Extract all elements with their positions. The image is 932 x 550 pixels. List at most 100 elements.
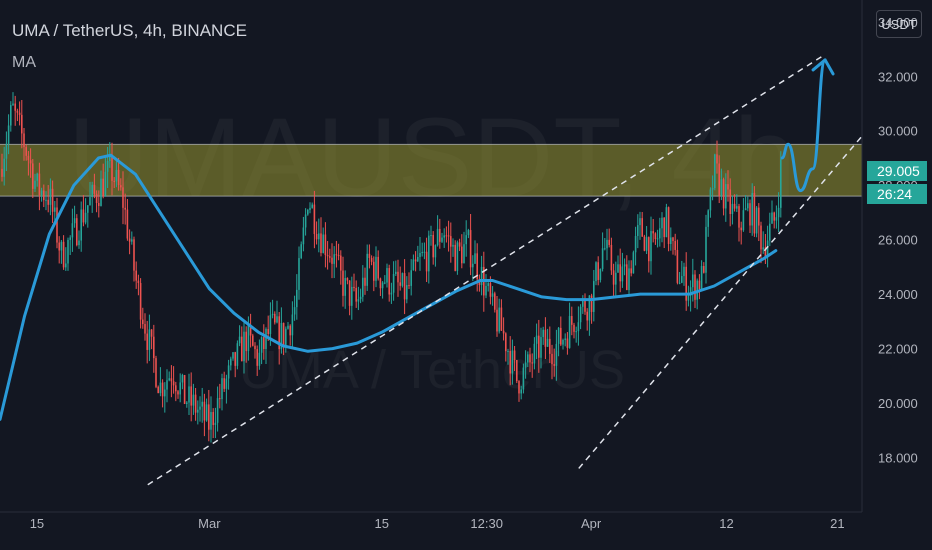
candle-body [430, 235, 432, 237]
candle-body [643, 236, 646, 251]
candle [87, 205, 89, 228]
candle-body [575, 331, 577, 333]
candle [172, 366, 175, 394]
candle-body [551, 353, 553, 365]
candle [494, 291, 496, 313]
candle [511, 339, 514, 385]
candle [353, 273, 355, 292]
candle-body [278, 316, 280, 350]
candle-body [414, 259, 417, 262]
indicator-legend-ma[interactable]: MA [12, 54, 36, 71]
candle-body [95, 193, 98, 203]
candle [122, 171, 124, 225]
candle-body [758, 207, 760, 226]
candle-body [25, 147, 27, 156]
candle [546, 328, 549, 347]
candle-body [45, 199, 47, 201]
candle [164, 382, 166, 413]
candle [676, 239, 679, 285]
candle-body [1, 168, 3, 177]
candle [62, 235, 65, 270]
candle-body [89, 197, 91, 206]
candle-body [199, 406, 201, 410]
time-axis-background [0, 512, 932, 550]
candle-body [373, 261, 375, 281]
candle [150, 329, 153, 350]
symbol-title[interactable]: UMA / TetherUS, 4h, BINANCE [12, 21, 247, 40]
candle [527, 351, 529, 368]
candle-body [654, 233, 657, 240]
candle [313, 190, 316, 249]
candle [461, 234, 463, 269]
candle [652, 219, 654, 243]
candle [95, 190, 98, 213]
candle [562, 338, 564, 350]
currency-button[interactable]: USDT [876, 10, 922, 38]
candle-body [595, 262, 597, 282]
candle [384, 275, 386, 285]
candle-body [256, 349, 258, 366]
candle-body [386, 268, 388, 283]
candle-body [320, 233, 322, 253]
candle-body [443, 235, 445, 238]
candle-body [234, 352, 236, 366]
price-axis-background [862, 0, 932, 550]
candle-body [269, 315, 272, 334]
candle [366, 244, 368, 291]
candle [463, 231, 465, 264]
candle-body [40, 190, 43, 196]
candle [157, 385, 159, 394]
candle [458, 238, 461, 252]
candle-body [659, 228, 661, 239]
candle [69, 235, 71, 256]
candle [300, 241, 302, 260]
candle [780, 151, 782, 218]
candle [617, 255, 619, 273]
candle [221, 373, 223, 411]
candle-body [29, 160, 32, 164]
time-axis[interactable]: 15 Mar 15 12:30 Apr 12 21 [0, 511, 932, 550]
candle [93, 173, 96, 199]
candle-body [309, 207, 311, 210]
candle [751, 183, 753, 236]
candle-body [612, 270, 615, 285]
candle-body [615, 272, 617, 285]
candle-body [637, 225, 639, 236]
candle-body [553, 364, 555, 366]
candle [100, 170, 102, 207]
candle-body [98, 202, 100, 206]
candle-body [3, 158, 5, 177]
candle [566, 332, 569, 355]
candle [298, 246, 300, 300]
projection-arrowhead [811, 58, 835, 76]
candle [769, 212, 771, 247]
candle-body [509, 350, 511, 374]
candle-body [221, 378, 223, 400]
candle-body [540, 337, 542, 358]
candle-body [18, 112, 21, 115]
candle-body [652, 231, 654, 234]
candle [718, 155, 720, 204]
candle-body [293, 307, 296, 315]
candle-body [243, 331, 245, 362]
candle-body [549, 338, 551, 354]
candle-body [694, 274, 696, 300]
candle-body [417, 256, 419, 262]
candle [232, 352, 234, 361]
candle [47, 185, 49, 213]
candle [326, 241, 329, 270]
candle [663, 217, 665, 249]
candle [485, 274, 487, 299]
candle [364, 267, 366, 295]
candle [608, 228, 610, 248]
candle [14, 95, 16, 126]
candle-body [452, 244, 454, 247]
candle-body [274, 313, 276, 323]
candle-body [584, 299, 586, 312]
price-axis[interactable]: 18.00020.00022.00024.00026.00028.00030.0… [861, 0, 932, 550]
price-tick-label: 26.000 [878, 233, 918, 248]
candle [538, 319, 540, 373]
candle [544, 317, 547, 360]
